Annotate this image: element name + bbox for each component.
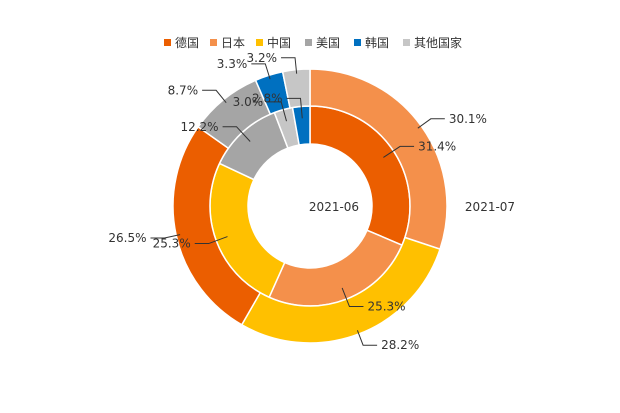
legend-item[interactable]: 日本 [210, 36, 245, 50]
data-label: 30.1% [449, 112, 487, 126]
legend-swatch [403, 39, 410, 46]
rings [172, 68, 448, 344]
data-labels: 31.4% 25.3% 25.3% 12.2% 3.0%2.8% 30.1% 28.2% 26… [108, 51, 487, 352]
data-label: 3.0% [233, 95, 264, 109]
legend-swatch [256, 39, 263, 46]
inner-ring-name: 2021-06 [309, 200, 359, 214]
leader-line [194, 236, 228, 245]
legend-label: 韩国 [365, 35, 389, 50]
data-label: 25.3% [153, 237, 191, 251]
leader-line [281, 57, 298, 74]
leader-line [383, 145, 415, 158]
leader-line [251, 63, 271, 80]
legend-label: 其他国家 [414, 35, 462, 50]
legend-label: 美国 [316, 36, 340, 50]
data-label: 31.4% [418, 139, 456, 153]
legend: 德国 日本 中国 美国 韩国 其他国家 [164, 35, 462, 50]
leader-line [222, 126, 251, 142]
leader-line [267, 101, 287, 122]
data-label: 8.7% [168, 83, 199, 97]
legend-swatch [164, 39, 171, 46]
data-label: 2.8% [252, 91, 283, 105]
leader-line [286, 97, 303, 119]
legend-swatch [305, 39, 312, 46]
leader-line [356, 330, 378, 346]
data-label: 3.3% [217, 57, 248, 71]
data-label: 25.3% [367, 300, 405, 314]
legend-label: 中国 [267, 35, 291, 50]
outer-ring-name: 2021-07 [465, 200, 515, 214]
data-label: 12.2% [180, 120, 218, 134]
legend-item[interactable]: 美国 [305, 36, 340, 50]
data-label: 3.2% [247, 51, 278, 65]
legend-item[interactable]: 德国 [164, 35, 199, 50]
data-label: 26.5% [108, 231, 146, 245]
legend-item[interactable]: 韩国 [354, 35, 389, 50]
data-label: 28.2% [381, 338, 419, 352]
leader-line [202, 89, 227, 104]
leader-line [417, 118, 445, 129]
leader-line [150, 234, 181, 239]
legend-swatch [354, 39, 361, 46]
legend-item[interactable]: 其他国家 [403, 35, 462, 50]
leader-line [341, 287, 364, 308]
legend-label: 日本 [221, 36, 245, 50]
legend-swatch [210, 39, 217, 46]
legend-label: 德国 [175, 35, 199, 50]
legend-item[interactable]: 中国 [256, 35, 291, 50]
